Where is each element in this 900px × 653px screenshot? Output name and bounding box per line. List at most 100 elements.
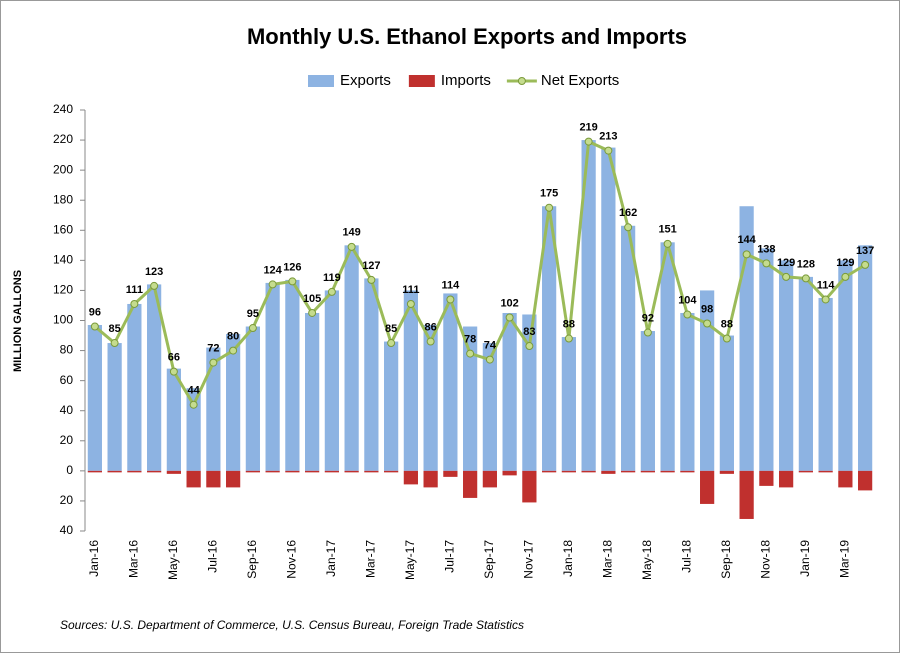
y-tick-label: 40 (60, 403, 74, 417)
net-marker (604, 146, 613, 155)
bar (206, 347, 221, 471)
net-marker (347, 242, 356, 251)
net-marker (742, 250, 751, 259)
bar (561, 470, 576, 473)
data-label: 162 (619, 207, 637, 219)
net-marker (268, 280, 277, 289)
bar (502, 312, 517, 471)
data-label: 219 (579, 121, 597, 133)
bar (660, 470, 675, 473)
x-tick-label: Jul-17 (443, 540, 457, 573)
y-tick-label: 200 (53, 162, 73, 176)
bar (127, 303, 142, 471)
bar (364, 470, 379, 473)
data-label: 102 (500, 297, 518, 309)
bar (107, 470, 122, 473)
bar (285, 470, 300, 473)
net-marker (229, 346, 238, 355)
data-label: 124 (263, 264, 282, 276)
data-label: 66 (168, 352, 180, 364)
bar (443, 470, 458, 477)
bar (186, 388, 201, 471)
net-marker (288, 277, 297, 286)
bar (87, 470, 102, 473)
bar (482, 343, 497, 471)
y-tick-label: 40 (60, 523, 74, 537)
bar (265, 470, 280, 473)
legend-swatch (408, 75, 435, 87)
net-marker (663, 239, 672, 248)
bar (719, 470, 734, 474)
data-label: 85 (109, 323, 121, 335)
bar (522, 314, 537, 471)
net-marker (308, 308, 317, 317)
bar (759, 248, 774, 471)
bar (226, 470, 241, 488)
net-line (93, 139, 866, 408)
data-label: 86 (425, 321, 437, 333)
y-tick-label: 160 (53, 222, 73, 236)
data-label: 92 (642, 312, 654, 324)
net-marker (525, 342, 534, 351)
x-tick-label: Jan-17 (324, 540, 338, 577)
net-marker (387, 339, 396, 348)
bar (245, 326, 260, 471)
x-tick-label: May-18 (640, 540, 654, 580)
bar (779, 470, 794, 488)
bar (147, 470, 162, 473)
data-label: 104 (678, 294, 697, 306)
bar (384, 341, 399, 471)
net-marker (624, 223, 633, 232)
data-label: 83 (523, 326, 535, 338)
y-tick-label: 140 (53, 253, 73, 267)
net-marker (446, 295, 455, 304)
bar (463, 470, 478, 498)
legend-label: Exports (340, 72, 391, 89)
bar (423, 470, 438, 488)
data-label: 127 (362, 260, 380, 272)
y-tick-label: 220 (53, 132, 73, 146)
bar (305, 312, 320, 471)
bar (166, 470, 181, 474)
bar (285, 279, 300, 471)
data-label: 129 (836, 257, 854, 269)
legend-marker (517, 77, 526, 85)
bar (107, 343, 122, 471)
data-label: 72 (207, 343, 219, 355)
net-marker (189, 400, 198, 409)
data-label: 98 (701, 303, 713, 315)
bar (344, 470, 359, 473)
bar (542, 206, 557, 471)
net-marker (821, 295, 830, 304)
data-label: 111 (402, 284, 419, 296)
bar (601, 147, 616, 471)
bar (324, 470, 339, 473)
bar (305, 470, 320, 473)
data-label: 128 (797, 258, 815, 270)
net-marker (466, 349, 475, 358)
data-label: 144 (737, 234, 756, 246)
net-marker (584, 137, 593, 146)
x-tick-label: Sep-17 (482, 540, 496, 579)
data-label: 175 (540, 188, 558, 200)
x-tick-label: Jan-18 (561, 540, 575, 577)
net-marker (505, 313, 514, 322)
net-marker (248, 324, 257, 333)
bar (463, 326, 478, 471)
bar (87, 325, 102, 471)
net-marker (683, 310, 692, 319)
legend-swatch (308, 75, 334, 87)
net-marker (762, 259, 771, 268)
bar (542, 470, 557, 473)
data-label: 111 (126, 284, 143, 296)
bar (147, 284, 162, 471)
bar (818, 297, 833, 471)
x-tick-label: Mar-16 (127, 540, 141, 578)
bar (226, 334, 241, 471)
bar (858, 245, 873, 471)
data-label: 114 (442, 279, 461, 291)
data-label: 74 (484, 339, 497, 351)
net-marker (564, 334, 573, 343)
bar (621, 225, 636, 471)
